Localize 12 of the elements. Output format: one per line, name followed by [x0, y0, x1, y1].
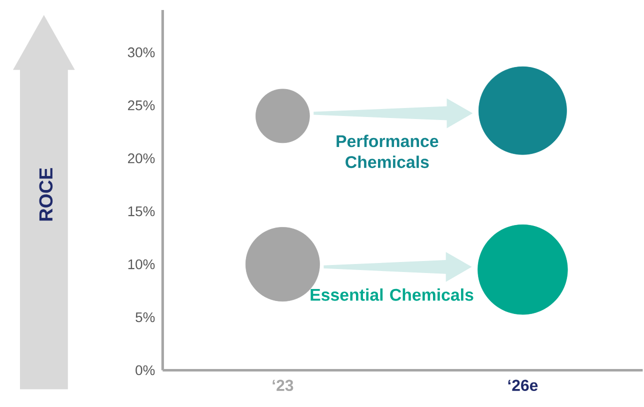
- y-tick-label: 5%: [136, 312, 155, 322]
- y-tick-label: 20%: [128, 153, 155, 164]
- y-tick-label: 15%: [128, 206, 155, 216]
- series-label: Performance Chemicals: [336, 134, 438, 168]
- y-axis-title: ROCE: [39, 168, 53, 221]
- y-tick-label: 30%: [128, 47, 155, 58]
- x-tick-label: ‘26e: [508, 380, 538, 391]
- y-tick-label: 25%: [128, 100, 155, 110]
- x-tick-label: ‘23: [272, 380, 294, 391]
- y-tick-label: 0%: [136, 365, 155, 376]
- series-label: Essential Chemicals: [310, 288, 474, 301]
- y-tick-label: 10%: [128, 259, 155, 270]
